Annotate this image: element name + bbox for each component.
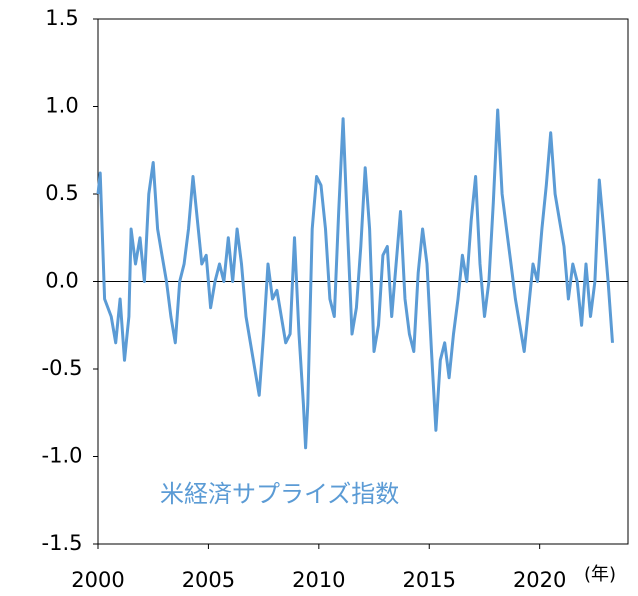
x-tick-label: 2000 bbox=[71, 568, 124, 592]
x-tick-label: 2020 bbox=[513, 568, 566, 592]
x-unit-label: (年) bbox=[584, 564, 616, 585]
annotation: 米経済サプライズ指数 bbox=[160, 480, 399, 508]
y-tick-label: -1.0 bbox=[42, 444, 83, 468]
y-tick-label: -0.5 bbox=[42, 356, 83, 380]
x-tick-label: 2015 bbox=[403, 568, 456, 592]
y-tick-label: 0.0 bbox=[45, 269, 78, 293]
x-tick-label: 2005 bbox=[182, 568, 235, 592]
x-tick-label: 2010 bbox=[292, 568, 345, 592]
y-tick-label: 1.0 bbox=[45, 94, 78, 118]
y-tick-label: 1.5 bbox=[45, 6, 78, 30]
data-line bbox=[96, 108, 614, 450]
y-tick-label: 0.5 bbox=[45, 181, 78, 205]
y-tick-label: -1.5 bbox=[42, 531, 83, 555]
